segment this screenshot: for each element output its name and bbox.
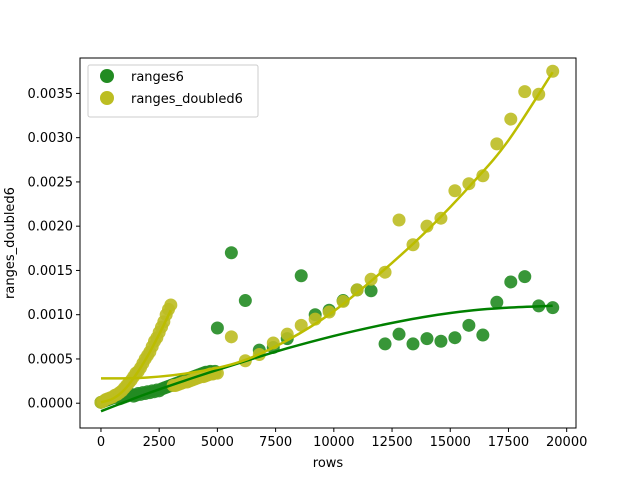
x-tick-label: 15000 (430, 435, 471, 450)
x-tick-label: 10000 (313, 435, 354, 450)
y-tick-label: 0.0035 (28, 87, 74, 102)
legend-label-ranges6: ranges6 (131, 70, 184, 85)
plot-frame (79, 57, 577, 429)
y-tick-label: 0.0020 (28, 220, 74, 235)
point-ranges6 (224, 246, 238, 260)
fit-layer (100, 71, 554, 413)
point-ranges6 (434, 334, 448, 348)
legend: ranges6 ranges_doubled6 (87, 64, 259, 118)
point-ranges6 (504, 275, 518, 289)
point-ranges6 (448, 331, 462, 345)
point-ranges_doubled6 (392, 213, 406, 227)
point-ranges6 (490, 295, 504, 309)
y-tick-label: 0.0000 (28, 397, 74, 412)
point-ranges_doubled6 (224, 330, 238, 344)
point-ranges_doubled6 (164, 298, 178, 312)
y-tick-label: 0.0010 (28, 308, 74, 323)
point-ranges_doubled6 (420, 219, 434, 233)
x-tick-label: 20000 (546, 435, 587, 450)
x-tick-label: 2500 (143, 435, 176, 450)
y-tick-label: 0.0015 (28, 264, 74, 279)
fit-line-ranges6 (100, 304, 553, 413)
point-ranges6 (462, 318, 476, 332)
point-ranges_doubled6 (294, 318, 308, 332)
point-ranges6 (546, 301, 560, 315)
point-ranges_doubled6 (378, 265, 392, 279)
point-ranges_doubled6 (336, 294, 350, 308)
x-tick-label: 5000 (201, 435, 234, 450)
point-ranges6 (378, 337, 392, 351)
legend-box (87, 64, 259, 118)
legend-marker-ranges6 (100, 69, 114, 83)
point-ranges6 (364, 284, 378, 298)
legend-label-ranges-doubled6: ranges_doubled6 (131, 92, 243, 107)
point-ranges6 (406, 337, 420, 351)
point-ranges_doubled6 (448, 184, 462, 198)
point-ranges_doubled6 (518, 85, 532, 99)
y-axis-label: ranges_doubled6 (3, 187, 18, 299)
legend-marker-ranges-doubled6 (100, 91, 114, 105)
x-tick-label: 17500 (488, 435, 529, 450)
fit-line-ranges_doubled6 (100, 71, 554, 380)
point-ranges_doubled6 (490, 137, 504, 151)
y-tick-label: 0.0005 (28, 352, 74, 367)
x-axis-ticks: 0 2500 5000 7500 10000 12500 15000 17500 20000 (97, 428, 587, 450)
x-tick-label: 12500 (371, 435, 412, 450)
point-ranges6 (420, 332, 434, 346)
point-ranges6 (476, 328, 490, 342)
x-tick-label: 7500 (259, 435, 292, 450)
fit-line-ranges_doubled6-small (100, 309, 172, 404)
point-ranges6 (238, 294, 252, 308)
point-ranges_doubled6 (476, 169, 490, 183)
point-ranges6 (210, 321, 224, 335)
point-ranges_doubled6 (350, 283, 364, 297)
y-tick-label: 0.0025 (28, 175, 74, 190)
point-ranges6 (392, 327, 406, 341)
point-ranges6 (518, 270, 532, 284)
y-tick-label: 0.0030 (28, 131, 74, 146)
y-axis-ticks: 0.0000 0.0005 0.0010 0.0015 0.0020 0.0025 0.00… (28, 87, 80, 412)
point-ranges6 (294, 269, 308, 283)
x-axis-label: rows (313, 456, 344, 471)
point-ranges_doubled6 (462, 177, 476, 191)
point-ranges_doubled6 (504, 112, 518, 126)
x-tick-label: 0 (97, 435, 105, 450)
point-ranges_doubled6 (546, 64, 560, 78)
